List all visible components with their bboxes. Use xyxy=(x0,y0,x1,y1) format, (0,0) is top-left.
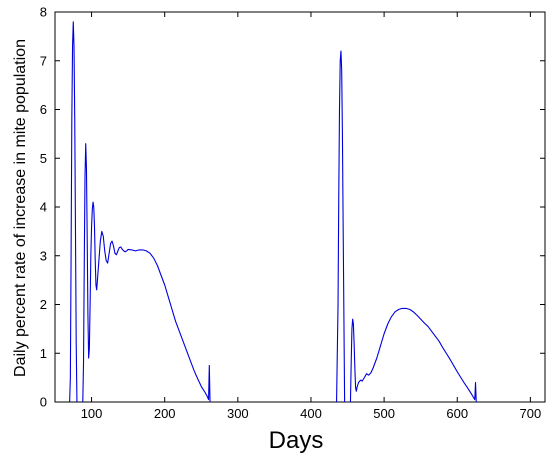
x-tick-label: 700 xyxy=(520,406,542,421)
y-tick-label: 4 xyxy=(40,200,47,215)
axis-ticks: 100 200 300 400 500 600 700 0 1 2 3 4 5 6 7 8 xyxy=(40,5,545,421)
y-tick-label: 3 xyxy=(40,248,47,263)
x-tick-label: 100 xyxy=(81,406,103,421)
y-tick-label: 8 xyxy=(40,5,47,20)
x-axis-label: Days xyxy=(269,427,324,454)
plot-frame xyxy=(54,11,546,403)
y-tick-label: 7 xyxy=(40,53,47,68)
series-line-segment-2 xyxy=(82,143,211,403)
y-tick-label: 6 xyxy=(40,102,47,117)
y-tick-label: 5 xyxy=(40,151,47,166)
x-tick-label: 200 xyxy=(154,406,176,421)
x-tick-label: 500 xyxy=(373,406,395,421)
y-axis-label: Daily percent rate of increase in mite p… xyxy=(12,39,29,377)
y-tick-label: 2 xyxy=(40,297,47,312)
x-tick-label: 300 xyxy=(227,406,249,421)
series-lines xyxy=(69,21,477,403)
y-tick-label: 1 xyxy=(40,346,47,361)
x-tick-label: 400 xyxy=(300,406,322,421)
series-line-segment-3 xyxy=(336,50,346,403)
series-line-segment-1 xyxy=(69,21,78,403)
plot-area-border xyxy=(54,11,546,403)
series-line-segment-4 xyxy=(349,307,477,403)
x-tick-label: 600 xyxy=(446,406,468,421)
y-tick-label: 0 xyxy=(40,395,47,410)
